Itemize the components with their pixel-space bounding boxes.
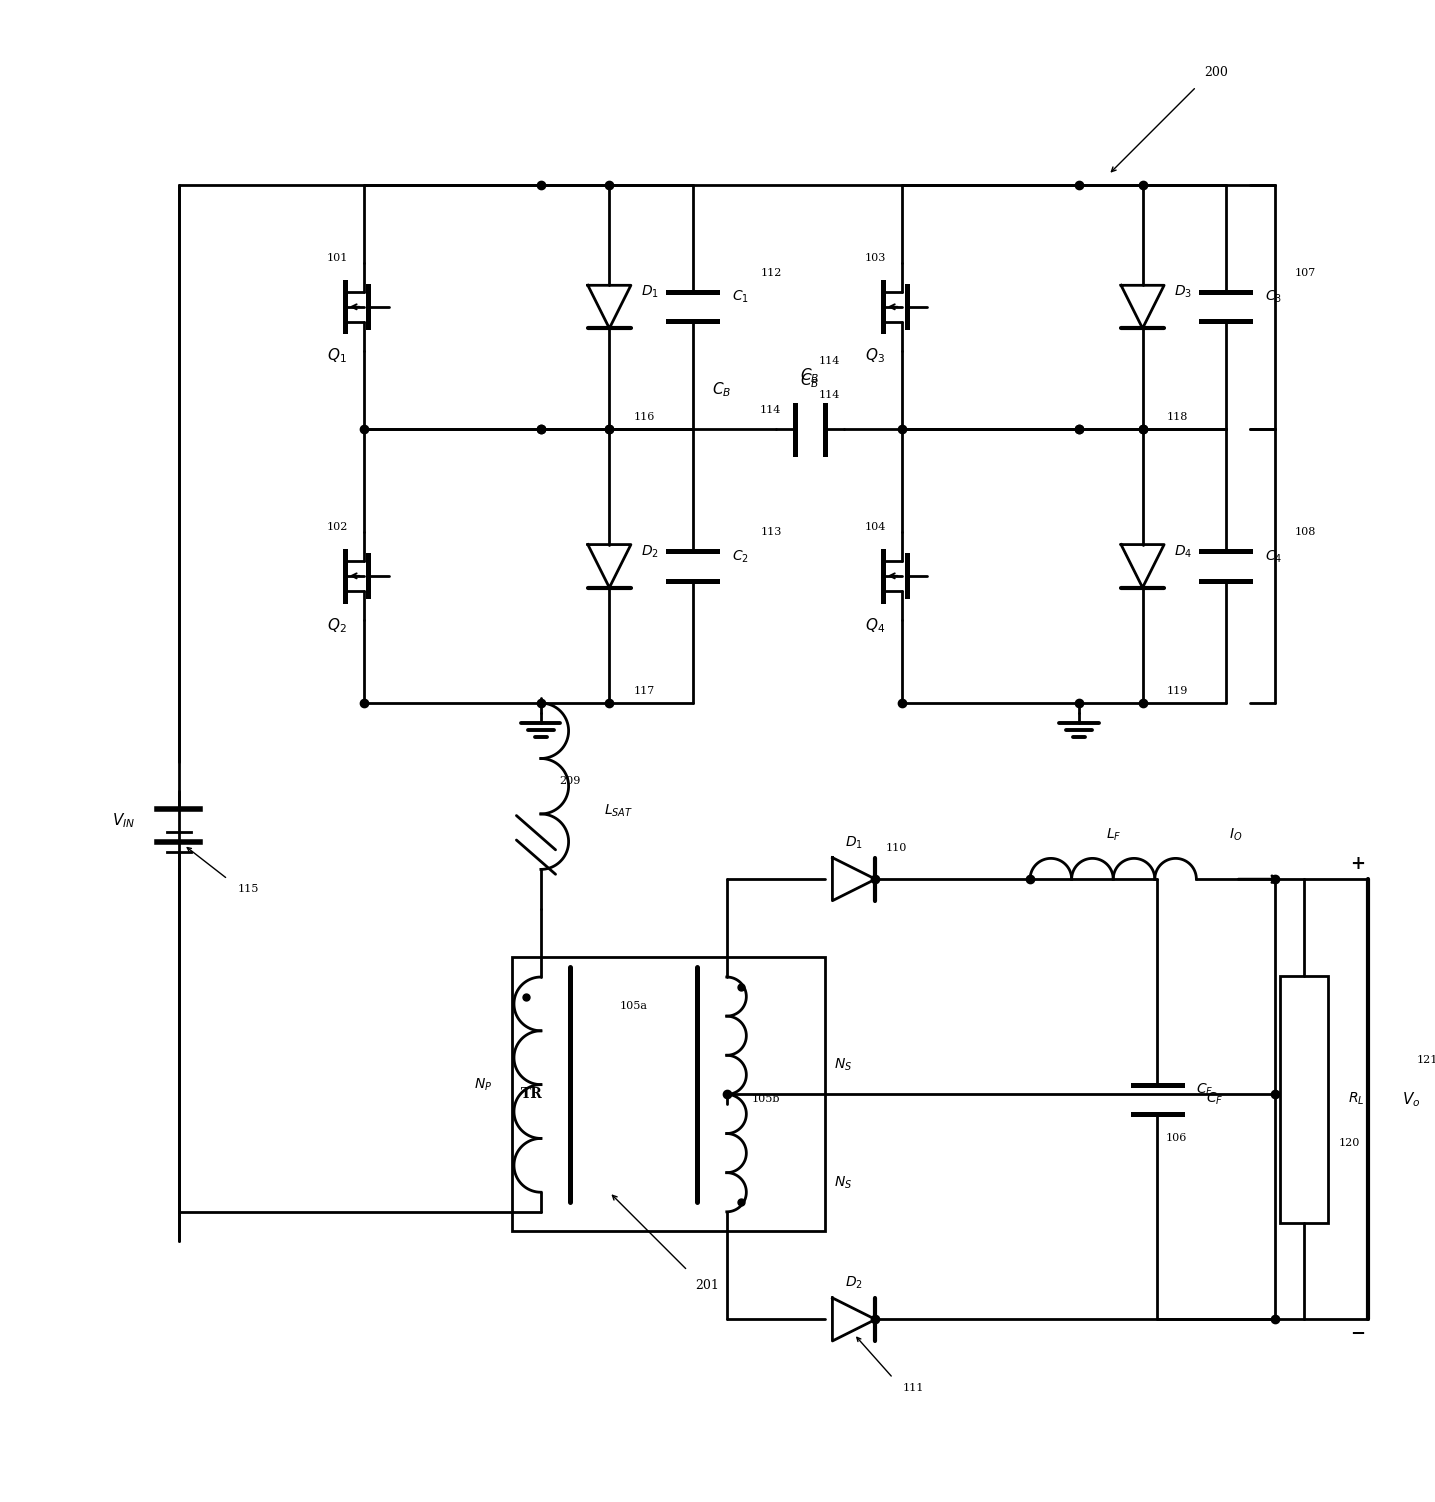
Text: 107: 107 [1294, 267, 1316, 278]
Text: $V_{IN}$: $V_{IN}$ [112, 811, 135, 829]
Text: $C_3$: $C_3$ [1264, 288, 1281, 305]
Text: 108: 108 [1294, 527, 1316, 536]
Text: 200: 200 [1204, 66, 1228, 78]
Text: 111: 111 [903, 1383, 924, 1392]
Text: 105b: 105b [752, 1095, 781, 1104]
Text: 113: 113 [761, 527, 782, 536]
Text: TR: TR [521, 1087, 542, 1101]
Text: 114: 114 [819, 356, 839, 365]
Text: $V_o$: $V_o$ [1402, 1090, 1421, 1108]
Text: 209: 209 [560, 777, 581, 787]
Text: $Q_4$: $Q_4$ [865, 616, 885, 634]
Text: 106: 106 [1167, 1134, 1188, 1143]
Text: +: + [1350, 856, 1365, 874]
Text: 103: 103 [864, 252, 885, 263]
Text: $N_P$: $N_P$ [474, 1077, 492, 1093]
Text: 112: 112 [761, 267, 782, 278]
Text: $D_2$: $D_2$ [845, 1275, 862, 1292]
Text: 201: 201 [696, 1278, 719, 1292]
Text: 121: 121 [1416, 1056, 1435, 1065]
Bar [511, 957, 825, 1232]
Text: 104: 104 [864, 521, 885, 532]
Text: $C_B$: $C_B$ [801, 366, 819, 385]
Text: 117: 117 [634, 686, 654, 697]
Text: 101: 101 [326, 252, 347, 263]
Text: $I_O$: $I_O$ [1228, 828, 1243, 843]
Text: $C_1$: $C_1$ [732, 288, 749, 305]
Text: $D_1$: $D_1$ [845, 835, 862, 852]
Text: $Q_3$: $Q_3$ [865, 347, 885, 365]
Text: $N_S$: $N_S$ [834, 1057, 852, 1074]
Text: 105a: 105a [618, 1002, 647, 1011]
Text: $D_3$: $D_3$ [1174, 284, 1192, 300]
Text: $Q_2$: $Q_2$ [327, 616, 347, 634]
Text: $C_B$: $C_B$ [801, 371, 819, 389]
Text: $D_2$: $D_2$ [640, 544, 659, 560]
Text: 115: 115 [238, 885, 258, 894]
Text: $Q_1$: $Q_1$ [327, 347, 347, 365]
Text: $C_F$: $C_F$ [1207, 1090, 1224, 1107]
Text: $C_4$: $C_4$ [1264, 548, 1281, 565]
Text: $C_F$: $C_F$ [1197, 1081, 1214, 1098]
Text: 114: 114 [819, 391, 839, 400]
Text: 116: 116 [634, 413, 656, 422]
Text: $R_L$: $R_L$ [1347, 1090, 1365, 1107]
Text: $L_{SAT}$: $L_{SAT}$ [604, 802, 634, 819]
Text: $L_F$: $L_F$ [1105, 828, 1121, 843]
Text: 118: 118 [1167, 413, 1188, 422]
Text: 110: 110 [885, 843, 907, 853]
Text: $C_B$: $C_B$ [712, 380, 732, 400]
Text: −: − [1350, 1325, 1365, 1343]
Text: $N_S$: $N_S$ [834, 1175, 852, 1191]
Text: $D_4$: $D_4$ [1174, 544, 1192, 560]
Text: $C_2$: $C_2$ [732, 548, 749, 565]
Text: $D_1$: $D_1$ [640, 284, 659, 300]
Text: 120: 120 [1339, 1139, 1359, 1149]
Bar [1280, 976, 1329, 1223]
Text: 119: 119 [1167, 686, 1188, 697]
Text: 114: 114 [761, 404, 782, 415]
Text: 102: 102 [326, 521, 347, 532]
